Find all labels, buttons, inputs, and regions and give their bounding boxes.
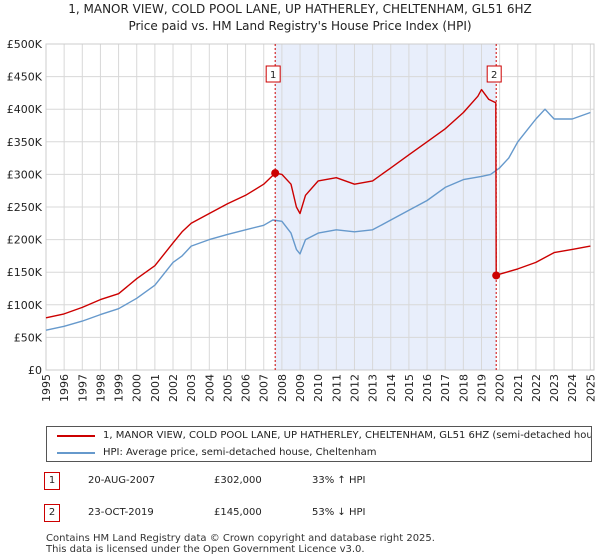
y-tick-label: £350K bbox=[7, 136, 43, 149]
sale-marker-label-1: 1 bbox=[270, 70, 276, 81]
sale-price-2: £145,000 bbox=[214, 507, 262, 518]
series-line-hpi bbox=[45, 108, 591, 331]
chart-subtitle: Price paid vs. HM Land Registry's House … bbox=[128, 19, 472, 33]
x-tick-label: 2005 bbox=[221, 374, 234, 402]
x-tick-label: 2019 bbox=[475, 374, 488, 402]
x-tick-label: 2022 bbox=[530, 374, 543, 402]
y-tick-label: £250K bbox=[7, 201, 43, 214]
x-tick-label: 2011 bbox=[330, 374, 343, 402]
x-tick-label: 1998 bbox=[94, 374, 107, 402]
y-tick-label: £100K bbox=[7, 299, 43, 312]
sale-hpi-change-2: 53% ↓ HPI bbox=[312, 507, 366, 518]
sale-marker-box-2 bbox=[486, 65, 502, 83]
plot-frame bbox=[45, 43, 595, 371]
x-tick-label: 2000 bbox=[131, 374, 144, 402]
sale-point-2 bbox=[492, 271, 501, 280]
y-tick-label: £500K bbox=[7, 38, 43, 51]
sale-row-1: 1 20-AUG-2007 £302,000 33% ↑ HPI bbox=[0, 470, 600, 492]
legend-entry-hpi: HPI: Average price, semi-detached house,… bbox=[47, 444, 591, 461]
y-tick-label: £450K bbox=[7, 71, 43, 84]
x-tick-label: 2010 bbox=[312, 374, 325, 402]
x-tick-label: 2021 bbox=[512, 374, 525, 402]
legend: 1, MANOR VIEW, COLD POOL LANE, UP HATHER… bbox=[46, 426, 592, 462]
footer-licence: This data is licensed under the Open Gov… bbox=[46, 544, 365, 555]
x-tick-label: 2004 bbox=[203, 374, 216, 402]
x-tick-label: 2015 bbox=[403, 374, 416, 402]
x-tick-label: 2012 bbox=[348, 374, 361, 402]
sale-hpi-change-1: 33% ↑ HPI bbox=[312, 475, 366, 486]
y-tick-label: £0 bbox=[28, 364, 42, 377]
x-tick-label: 2018 bbox=[457, 374, 470, 402]
footer-copyright: Contains HM Land Registry data © Crown c… bbox=[46, 533, 435, 544]
x-tick-label: 1996 bbox=[58, 374, 71, 402]
chart-title: 1, MANOR VIEW, COLD POOL LANE, UP HATHER… bbox=[68, 2, 532, 16]
sale-marker-label-2: 2 bbox=[491, 70, 497, 81]
legend-property-label: 1, MANOR VIEW, COLD POOL LANE, UP HATHER… bbox=[103, 430, 592, 441]
y-tick-label: £300K bbox=[7, 168, 43, 181]
x-tick-label: 2025 bbox=[584, 374, 597, 402]
sale-point-1 bbox=[271, 169, 280, 178]
x-tick-label: 2001 bbox=[149, 374, 162, 402]
sale-row-2: 2 23-OCT-2019 £145,000 53% ↓ HPI bbox=[0, 502, 600, 524]
x-tick-label: 2007 bbox=[258, 374, 271, 402]
y-tick-label: £50K bbox=[14, 331, 43, 344]
x-tick-label: 2009 bbox=[294, 374, 307, 402]
price-chart: £0 £50K £100K £150K £200K £250K £300K £350K £400… bbox=[7, 38, 598, 402]
x-tick-label: 1997 bbox=[76, 374, 89, 402]
x-tick-label: 2017 bbox=[439, 374, 452, 402]
x-tick-label: 2016 bbox=[421, 374, 434, 402]
sale-date-2: 23-OCT-2019 bbox=[88, 507, 154, 518]
y-tick-label: £150K bbox=[7, 266, 43, 279]
x-tick-label: 2024 bbox=[566, 374, 579, 402]
sale-date-1: 20-AUG-2007 bbox=[88, 475, 156, 486]
x-tick-label: 2013 bbox=[367, 374, 380, 402]
x-tick-label: 1999 bbox=[113, 374, 126, 402]
sale-badge-1: 1 bbox=[44, 472, 60, 490]
y-tick-label: £200K bbox=[7, 234, 43, 247]
x-tick-label: 2002 bbox=[167, 374, 180, 402]
legend-property-swatch bbox=[57, 435, 95, 437]
sale-price-1: £302,000 bbox=[214, 475, 262, 486]
legend-hpi-label: HPI: Average price, semi-detached house,… bbox=[103, 447, 377, 458]
x-tick-label: 2020 bbox=[494, 374, 507, 402]
x-tick-label: 2023 bbox=[548, 374, 561, 402]
legend-hpi-swatch bbox=[57, 452, 95, 454]
x-tick-label: 2006 bbox=[240, 374, 253, 402]
y-tick-label: £400K bbox=[7, 103, 43, 116]
x-tick-label: 2008 bbox=[276, 374, 289, 402]
x-tick-label: 2003 bbox=[185, 374, 198, 402]
sale-badge-2: 2 bbox=[44, 504, 60, 522]
x-tick-label: 1995 bbox=[40, 374, 53, 402]
sale-marker-box-1 bbox=[265, 65, 281, 83]
legend-entry-property: 1, MANOR VIEW, COLD POOL LANE, UP HATHER… bbox=[47, 427, 592, 445]
x-tick-label: 2014 bbox=[385, 374, 398, 402]
